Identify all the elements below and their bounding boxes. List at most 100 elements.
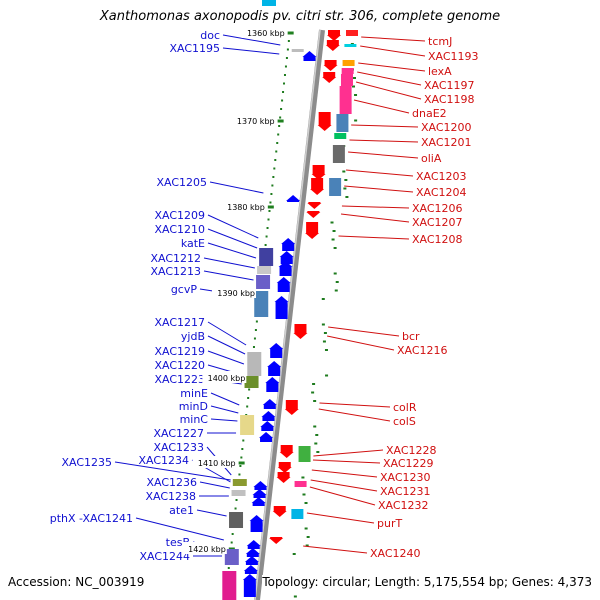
left-gene-label[interactable]: doc [200, 29, 220, 42]
left-gene-label[interactable]: XAC1227 [153, 427, 204, 440]
right-gene-label[interactable]: XAC1193 [428, 50, 479, 63]
right-gene-label[interactable]: colS [393, 415, 416, 428]
right-gene-label[interactable]: XAC1200 [421, 121, 472, 134]
genome-backbone [254, 29, 325, 600]
left-gene-label[interactable]: pthX -XAC1241 [50, 512, 133, 525]
right-gene-label[interactable]: purT [377, 517, 402, 530]
track-dot [231, 533, 234, 535]
right-leader-line [344, 185, 414, 193]
left-gene-label[interactable]: yjdB [181, 330, 205, 343]
right-gene-label[interactable]: XAC1203 [416, 170, 467, 183]
scale-label: 1370 kbp [237, 117, 275, 126]
forward-gene-block [262, 0, 276, 6]
track-dot [254, 329, 257, 331]
left-gene-label[interactable]: XAC1213 [150, 265, 201, 278]
left-gene-label[interactable]: ate1 [169, 504, 194, 517]
map-title: Xanthomonas axonopodis pv. citri str. 30… [99, 9, 501, 24]
right-gene-label[interactable]: XAC1229 [383, 457, 434, 470]
reverse-gene-arrow [322, 72, 337, 83]
left-gene-label[interactable]: XAC1210 [154, 223, 205, 236]
left-gene-label[interactable]: XAC1219 [154, 345, 205, 358]
forward-gene-arrow [302, 51, 317, 61]
reverse-gene-block [346, 30, 358, 36]
right-leader-line [357, 71, 422, 86]
track-dot [284, 65, 287, 68]
scale-label-bg [212, 286, 257, 298]
left-gene-label[interactable]: XAC1236 [146, 476, 197, 489]
right-gene-label[interactable]: XAC1231 [380, 485, 431, 498]
left-gene-label[interactable]: XAC1223 [154, 373, 205, 386]
forward-gene-block [244, 376, 259, 388]
right-gene-label[interactable]: colR [393, 401, 417, 414]
track-dot [354, 94, 358, 96]
track-dot [323, 332, 327, 334]
left-gene-label[interactable]: XAC1220 [154, 359, 205, 372]
right-gene-label[interactable]: lexA [428, 65, 452, 78]
left-gene-label[interactable]: XAC1238 [145, 490, 196, 503]
track-dot [275, 150, 278, 153]
right-gene-label[interactable]: tcmJ [428, 35, 452, 48]
right-gene-label[interactable]: bcr [402, 330, 420, 343]
track-dot [304, 527, 308, 530]
track-dot [321, 298, 325, 300]
track-dot [279, 116, 282, 119]
left-gene-label[interactable]: gcvP [171, 283, 198, 296]
forward-gene-arrow [261, 411, 276, 421]
left-gene-label[interactable]: minD [179, 400, 208, 413]
left-gene-label[interactable]: XAC1195 [169, 42, 220, 55]
right-gene-label[interactable]: XAC1204 [416, 186, 467, 199]
left-gene-label[interactable]: XAC1212 [150, 252, 201, 265]
scale-label: 1390 kbp [217, 289, 255, 298]
right-gene-label[interactable]: XAC1230 [380, 471, 431, 484]
track-dot [235, 499, 238, 501]
left-gene-label[interactable]: XAC1209 [154, 209, 205, 222]
right-leader-line [319, 402, 391, 408]
left-gene-label[interactable]: minE [180, 387, 208, 400]
track-dot [248, 388, 251, 391]
right-gene-label[interactable]: XAC1240 [370, 547, 421, 560]
track-dot [313, 425, 317, 428]
right-gene-label[interactable]: XAC1208 [412, 233, 463, 246]
left-gene-label[interactable]: katE [181, 237, 205, 250]
right-gene-label[interactable]: dnaE2 [412, 107, 447, 120]
track-dot [230, 541, 233, 544]
left-gene-label[interactable]: XAC1233 [153, 441, 204, 454]
left-gene-label[interactable]: XAC1205 [156, 176, 207, 189]
track-dot [247, 397, 250, 399]
reverse-strand-features [269, 30, 358, 544]
right-gene-label[interactable]: XAC1198 [424, 93, 475, 106]
left-gene-label[interactable]: minC [180, 413, 209, 426]
reverse-gene-block [332, 145, 345, 163]
forward-gene-block [229, 512, 244, 528]
forward-gene-block [256, 275, 271, 289]
right-gene-label[interactable]: XAC1228 [386, 444, 437, 457]
right-gene-label[interactable]: XAC1201 [421, 136, 472, 149]
track-dot [277, 133, 280, 136]
right-gene-label[interactable]: XAC1232 [378, 499, 429, 512]
right-gene-label[interactable]: oliA [421, 152, 442, 165]
left-leader-line [114, 461, 231, 481]
scale-label-bg [192, 456, 237, 468]
left-gene-label[interactable]: XAC1235 [61, 456, 112, 469]
right-gene-label[interactable]: XAC1206 [412, 202, 463, 215]
right-gene-label[interactable]: XAC1207 [412, 216, 463, 229]
right-gene-label[interactable]: XAC1197 [424, 79, 475, 92]
forward-gene-arrow [249, 515, 264, 532]
track-dot [302, 493, 306, 496]
left-leader-line [209, 181, 264, 194]
forward-gene-arrow [269, 343, 284, 358]
track-dot [269, 201, 272, 204]
left-gene-label[interactable]: XAC1234 [138, 454, 189, 467]
track-dot [242, 439, 245, 442]
right-leader-line [310, 479, 378, 492]
scale-label: 1410 kbp [198, 459, 236, 468]
left-gene-label[interactable]: XAC1217 [154, 316, 205, 329]
reverse-gene-arrow [284, 400, 299, 415]
left-gene-label[interactable]: XAC1244 [139, 550, 190, 563]
forward-gene-block [254, 291, 269, 317]
right-leader-line [358, 62, 426, 72]
track-dot [268, 210, 271, 212]
track-dot [265, 235, 268, 238]
right-gene-label[interactable]: XAC1216 [397, 344, 448, 357]
